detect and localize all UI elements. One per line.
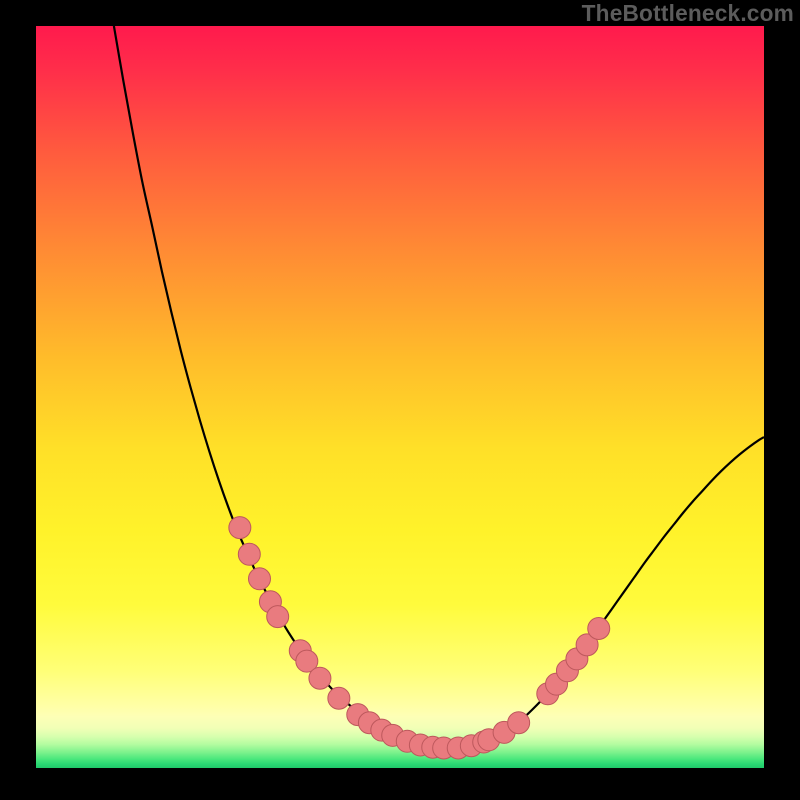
data-marker (238, 543, 260, 565)
data-marker (248, 568, 270, 590)
plot-area (36, 26, 764, 768)
data-marker (267, 606, 289, 628)
data-marker (229, 517, 251, 539)
data-marker (508, 712, 530, 734)
watermark-text: TheBottleneck.com (582, 0, 794, 27)
bottleneck-chart-svg (0, 0, 800, 800)
data-marker (328, 687, 350, 709)
data-marker (309, 667, 331, 689)
data-marker (588, 618, 610, 640)
